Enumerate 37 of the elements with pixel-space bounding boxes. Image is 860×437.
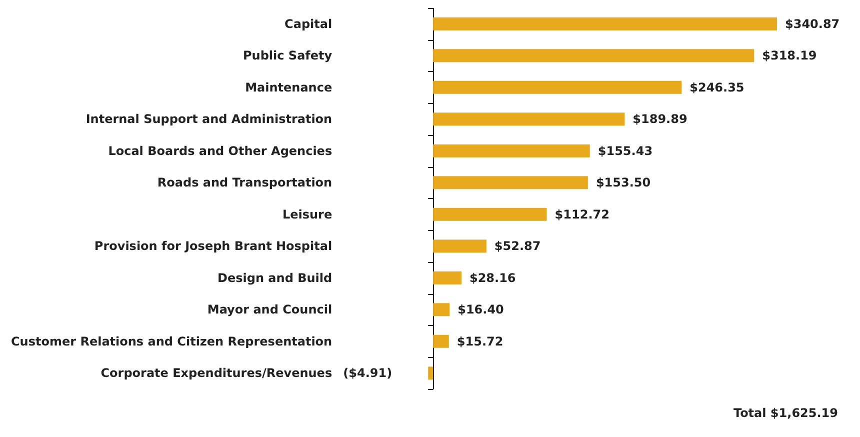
y-tick-label: Leisure [282,207,332,222]
y-tick-label: Design and Build [218,270,332,285]
y-tick-label: Corporate Expenditures/Revenues [100,366,332,380]
data-label: $340.87 [785,16,840,31]
bar [433,240,486,253]
y-tick-label: Roads and Transportation [157,176,332,190]
bar [433,49,754,62]
bar [433,208,547,221]
bar [433,334,449,348]
y-tick-label: Maintenance [245,80,332,94]
y-tick-label: Provision for Joseph Brant Hospital [94,239,332,254]
bar [433,271,462,284]
y-tick-label: Customer Relations and Citizen Representation [10,334,332,348]
data-label: $28.16 [469,270,516,285]
text: Total $1,625.19 [733,406,838,420]
data-label: $15.72 [456,334,504,348]
data-label: $153.50 [596,176,651,190]
data-label: $318.19 [762,48,817,63]
bar [433,144,590,158]
data-label: $52.87 [494,239,541,254]
y-tick-label: Public Safety [242,48,332,63]
bar [433,17,777,30]
bar [433,176,588,190]
data-label: $112.72 [554,207,610,222]
y-tick-label: Mayor and Council [207,302,332,317]
data-label: $246.35 [690,80,744,94]
bar [433,80,682,94]
y-tick-label: Internal Support and Administration [86,112,332,126]
bar [433,112,625,126]
data-label: ($4.91) [343,366,392,380]
y-tick-label: Capital [284,16,332,31]
data-label: $16.40 [458,302,504,317]
data-label: $189.89 [632,112,688,126]
y-tick-label: Local Boards and Other Agencies [108,144,332,158]
data-label: $155.43 [598,144,653,158]
bar [428,366,434,380]
bar [433,303,450,316]
